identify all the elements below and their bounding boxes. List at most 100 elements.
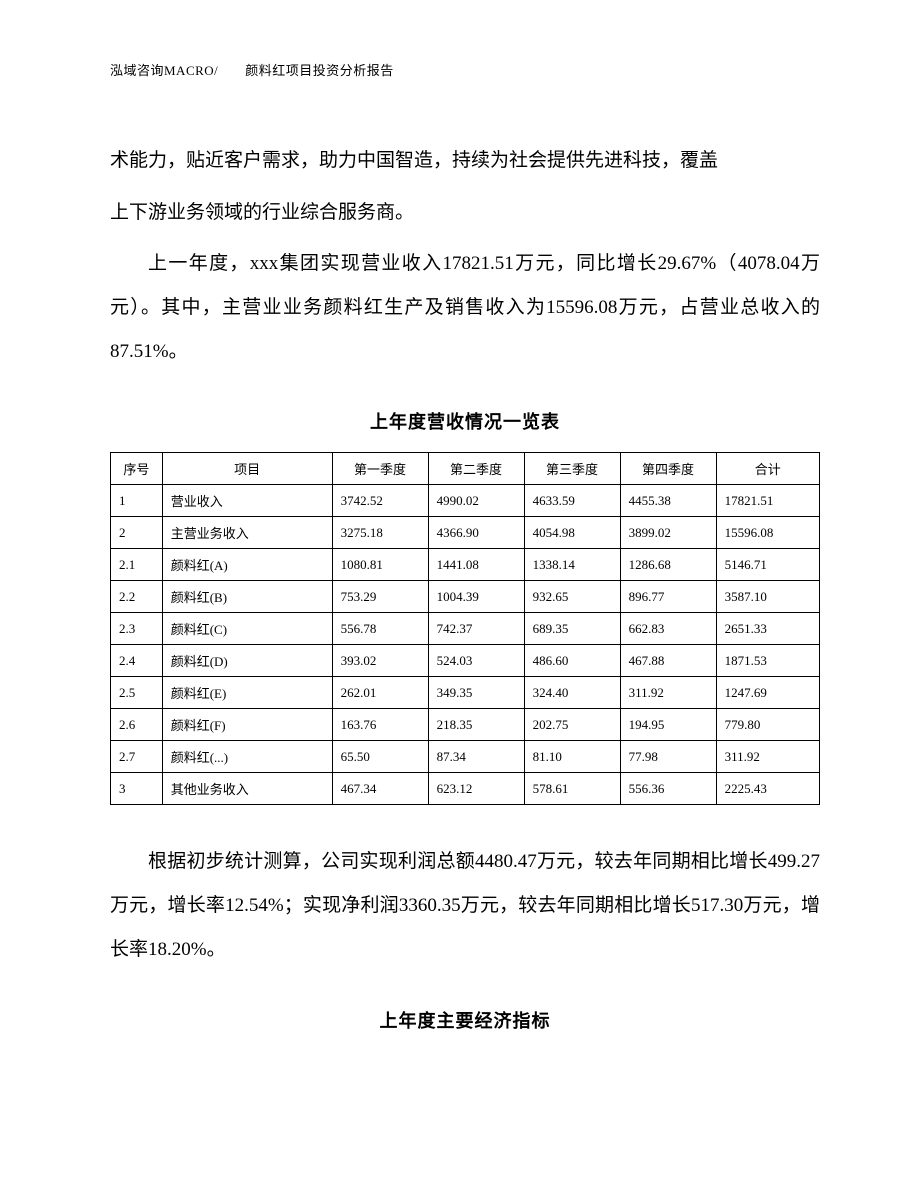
paragraph-block-2: 根据初步统计测算，公司实现利润总额4480.47万元，较去年同期相比增长499.… (110, 840, 820, 971)
cell: 662.83 (620, 613, 716, 645)
cell: 3899.02 (620, 517, 716, 549)
cell: 4990.02 (428, 485, 524, 517)
cell: 颜料红(C) (162, 613, 332, 645)
cell: 896.77 (620, 581, 716, 613)
table-row: 2.4 颜料红(D) 393.02 524.03 486.60 467.88 1… (111, 645, 820, 677)
cell: 其他业务收入 (162, 773, 332, 805)
cell: 2.2 (111, 581, 163, 613)
cell: 202.75 (524, 709, 620, 741)
paragraph-3: 根据初步统计测算，公司实现利润总额4480.47万元，较去年同期相比增长499.… (110, 840, 820, 971)
cell: 颜料红(D) (162, 645, 332, 677)
cell: 578.61 (524, 773, 620, 805)
cell: 779.80 (716, 709, 819, 741)
cell: 2.4 (111, 645, 163, 677)
col-header-q1: 第一季度 (332, 453, 428, 485)
table-row: 1 营业收入 3742.52 4990.02 4633.59 4455.38 1… (111, 485, 820, 517)
cell: 2.6 (111, 709, 163, 741)
paragraph-block-1: 术能力，贴近客户需求，助力中国智造，持续为社会提供先进科技，覆盖 上下游业务领域… (110, 139, 820, 373)
cell: 颜料红(E) (162, 677, 332, 709)
paragraph-2: 上一年度，xxx集团实现营业收入17821.51万元，同比增长29.67%（40… (110, 242, 820, 373)
table-row: 2.7 颜料红(...) 65.50 87.34 81.10 77.98 311… (111, 741, 820, 773)
cell: 3 (111, 773, 163, 805)
cell: 1247.69 (716, 677, 819, 709)
table-row: 3 其他业务收入 467.34 623.12 578.61 556.36 222… (111, 773, 820, 805)
cell: 393.02 (332, 645, 428, 677)
cell: 颜料红(F) (162, 709, 332, 741)
cell: 194.95 (620, 709, 716, 741)
table-row: 2.2 颜料红(B) 753.29 1004.39 932.65 896.77 … (111, 581, 820, 613)
cell: 1 (111, 485, 163, 517)
col-header-total: 合计 (716, 453, 819, 485)
cell: 1338.14 (524, 549, 620, 581)
cell: 营业收入 (162, 485, 332, 517)
table-row: 2.5 颜料红(E) 262.01 349.35 324.40 311.92 1… (111, 677, 820, 709)
cell: 556.36 (620, 773, 716, 805)
cell: 324.40 (524, 677, 620, 709)
cell: 3587.10 (716, 581, 819, 613)
cell: 5146.71 (716, 549, 819, 581)
col-header-seq: 序号 (111, 453, 163, 485)
cell: 742.37 (428, 613, 524, 645)
cell: 颜料红(A) (162, 549, 332, 581)
cell: 349.35 (428, 677, 524, 709)
cell: 4633.59 (524, 485, 620, 517)
cell: 218.35 (428, 709, 524, 741)
cell: 262.01 (332, 677, 428, 709)
cell: 2.7 (111, 741, 163, 773)
cell: 4455.38 (620, 485, 716, 517)
paragraph-1-line-2: 上下游业务领域的行业综合服务商。 (110, 191, 820, 235)
cell: 4054.98 (524, 517, 620, 549)
cell: 1004.39 (428, 581, 524, 613)
cell: 467.88 (620, 645, 716, 677)
cell: 1441.08 (428, 549, 524, 581)
cell: 311.92 (716, 741, 819, 773)
col-header-item: 项目 (162, 453, 332, 485)
cell: 81.10 (524, 741, 620, 773)
cell: 1080.81 (332, 549, 428, 581)
cell: 65.50 (332, 741, 428, 773)
paragraph-1-line-1: 术能力，贴近客户需求，助力中国智造，持续为社会提供先进科技，覆盖 (110, 139, 820, 183)
cell: 2 (111, 517, 163, 549)
cell: 2225.43 (716, 773, 819, 805)
cell: 689.35 (524, 613, 620, 645)
table-header-row: 序号 项目 第一季度 第二季度 第三季度 第四季度 合计 (111, 453, 820, 485)
cell: 2.5 (111, 677, 163, 709)
cell: 3275.18 (332, 517, 428, 549)
table-2-title: 上年度主要经济指标 (110, 1007, 820, 1033)
table-row: 2.6 颜料红(F) 163.76 218.35 202.75 194.95 7… (111, 709, 820, 741)
table-row: 2.3 颜料红(C) 556.78 742.37 689.35 662.83 2… (111, 613, 820, 645)
cell: 3742.52 (332, 485, 428, 517)
table-row: 2 主营业务收入 3275.18 4366.90 4054.98 3899.02… (111, 517, 820, 549)
col-header-q4: 第四季度 (620, 453, 716, 485)
cell: 1871.53 (716, 645, 819, 677)
cell: 77.98 (620, 741, 716, 773)
cell: 467.34 (332, 773, 428, 805)
cell: 524.03 (428, 645, 524, 677)
cell: 87.34 (428, 741, 524, 773)
col-header-q2: 第二季度 (428, 453, 524, 485)
cell: 17821.51 (716, 485, 819, 517)
cell: 623.12 (428, 773, 524, 805)
cell: 486.60 (524, 645, 620, 677)
cell: 1286.68 (620, 549, 716, 581)
cell: 2.1 (111, 549, 163, 581)
cell: 颜料红(B) (162, 581, 332, 613)
page-container: 泓域咨询MACRO/ 颜料红项目投资分析报告 术能力，贴近客户需求，助力中国智造… (0, 0, 920, 1111)
cell: 311.92 (620, 677, 716, 709)
revenue-table: 序号 项目 第一季度 第二季度 第三季度 第四季度 合计 1 营业收入 3742… (110, 452, 820, 805)
cell: 932.65 (524, 581, 620, 613)
cell: 163.76 (332, 709, 428, 741)
cell: 556.78 (332, 613, 428, 645)
cell: 2.3 (111, 613, 163, 645)
cell: 753.29 (332, 581, 428, 613)
cell: 4366.90 (428, 517, 524, 549)
cell: 2651.33 (716, 613, 819, 645)
cell: 主营业务收入 (162, 517, 332, 549)
table-body: 1 营业收入 3742.52 4990.02 4633.59 4455.38 1… (111, 485, 820, 805)
col-header-q3: 第三季度 (524, 453, 620, 485)
table-row: 2.1 颜料红(A) 1080.81 1441.08 1338.14 1286.… (111, 549, 820, 581)
cell: 颜料红(...) (162, 741, 332, 773)
document-header: 泓域咨询MACRO/ 颜料红项目投资分析报告 (110, 60, 820, 79)
table-1-title: 上年度营收情况一览表 (110, 408, 820, 434)
cell: 15596.08 (716, 517, 819, 549)
